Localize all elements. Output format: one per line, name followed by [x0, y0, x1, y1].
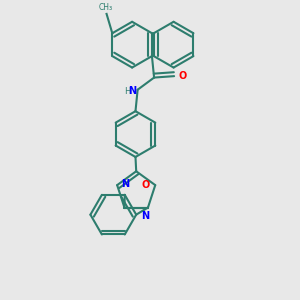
Text: CH₃: CH₃: [99, 3, 113, 12]
Text: O: O: [142, 180, 150, 190]
Text: O: O: [178, 71, 187, 81]
Text: N: N: [141, 211, 149, 221]
Text: H: H: [124, 87, 130, 96]
Text: N: N: [121, 179, 129, 189]
Text: N: N: [128, 86, 136, 96]
